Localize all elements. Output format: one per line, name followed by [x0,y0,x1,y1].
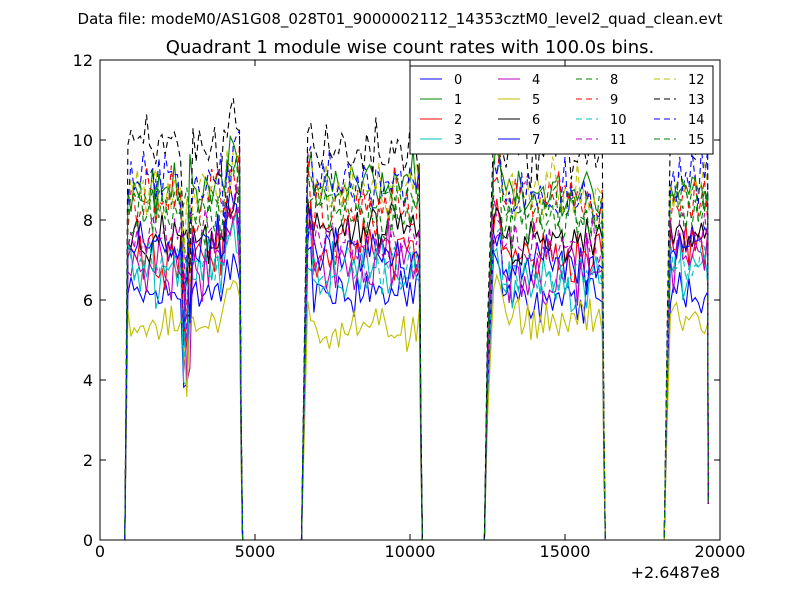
legend-label-0: 0 [454,73,462,88]
y-tick-label: 8 [83,211,93,230]
legend-label-7: 7 [532,133,540,148]
legend-label-5: 5 [532,93,540,108]
x-tick-label: 5000 [235,542,276,561]
y-tick-label: 12 [73,51,93,70]
y-tick-label: 0 [83,531,93,550]
y-tick-label: 4 [83,371,93,390]
x-tick-label: 20000 [695,542,746,561]
series-line-14 [100,128,709,540]
legend-label-1: 1 [454,93,462,108]
x-tick-label: 10000 [385,542,436,561]
y-tick-label: 2 [83,451,93,470]
chart-title: Quadrant 1 module wise count rates with … [166,37,655,58]
legend-label-13: 13 [688,93,705,108]
legend-label-11: 11 [610,133,627,148]
legend-label-3: 3 [454,133,462,148]
legend-label-4: 4 [532,73,540,88]
y-tick-label: 6 [83,291,93,310]
legend-label-6: 6 [532,113,540,128]
series-line-4 [100,203,709,540]
legend-label-2: 2 [454,113,462,128]
legend-label-14: 14 [688,113,705,128]
series-line-15 [100,145,709,540]
legend-label-8: 8 [610,73,618,88]
legend-label-12: 12 [688,73,705,88]
series-layer [100,98,709,540]
figure-suptitle: Data file: modeM0/AS1G08_028T01_90000021… [78,10,723,29]
x-tick-label: 15000 [540,542,591,561]
series-line-8 [100,155,709,540]
x-tick-label: 0 [95,542,105,561]
series-line-0 [100,245,709,540]
legend-box [409,65,714,155]
legend-label-9: 9 [610,93,618,108]
series-line-5 [100,273,709,540]
legend-label-10: 10 [610,113,627,128]
series-line-10 [100,213,709,540]
series-line-11 [100,183,709,540]
series-line-1 [100,134,709,540]
y-tick-label: 10 [73,131,93,150]
series-line-12 [100,147,709,540]
series-line-13 [100,98,709,540]
x-offset-label: +2.6487e8 [631,563,720,582]
legend-label-15: 15 [688,133,705,148]
series-line-7 [100,187,709,540]
